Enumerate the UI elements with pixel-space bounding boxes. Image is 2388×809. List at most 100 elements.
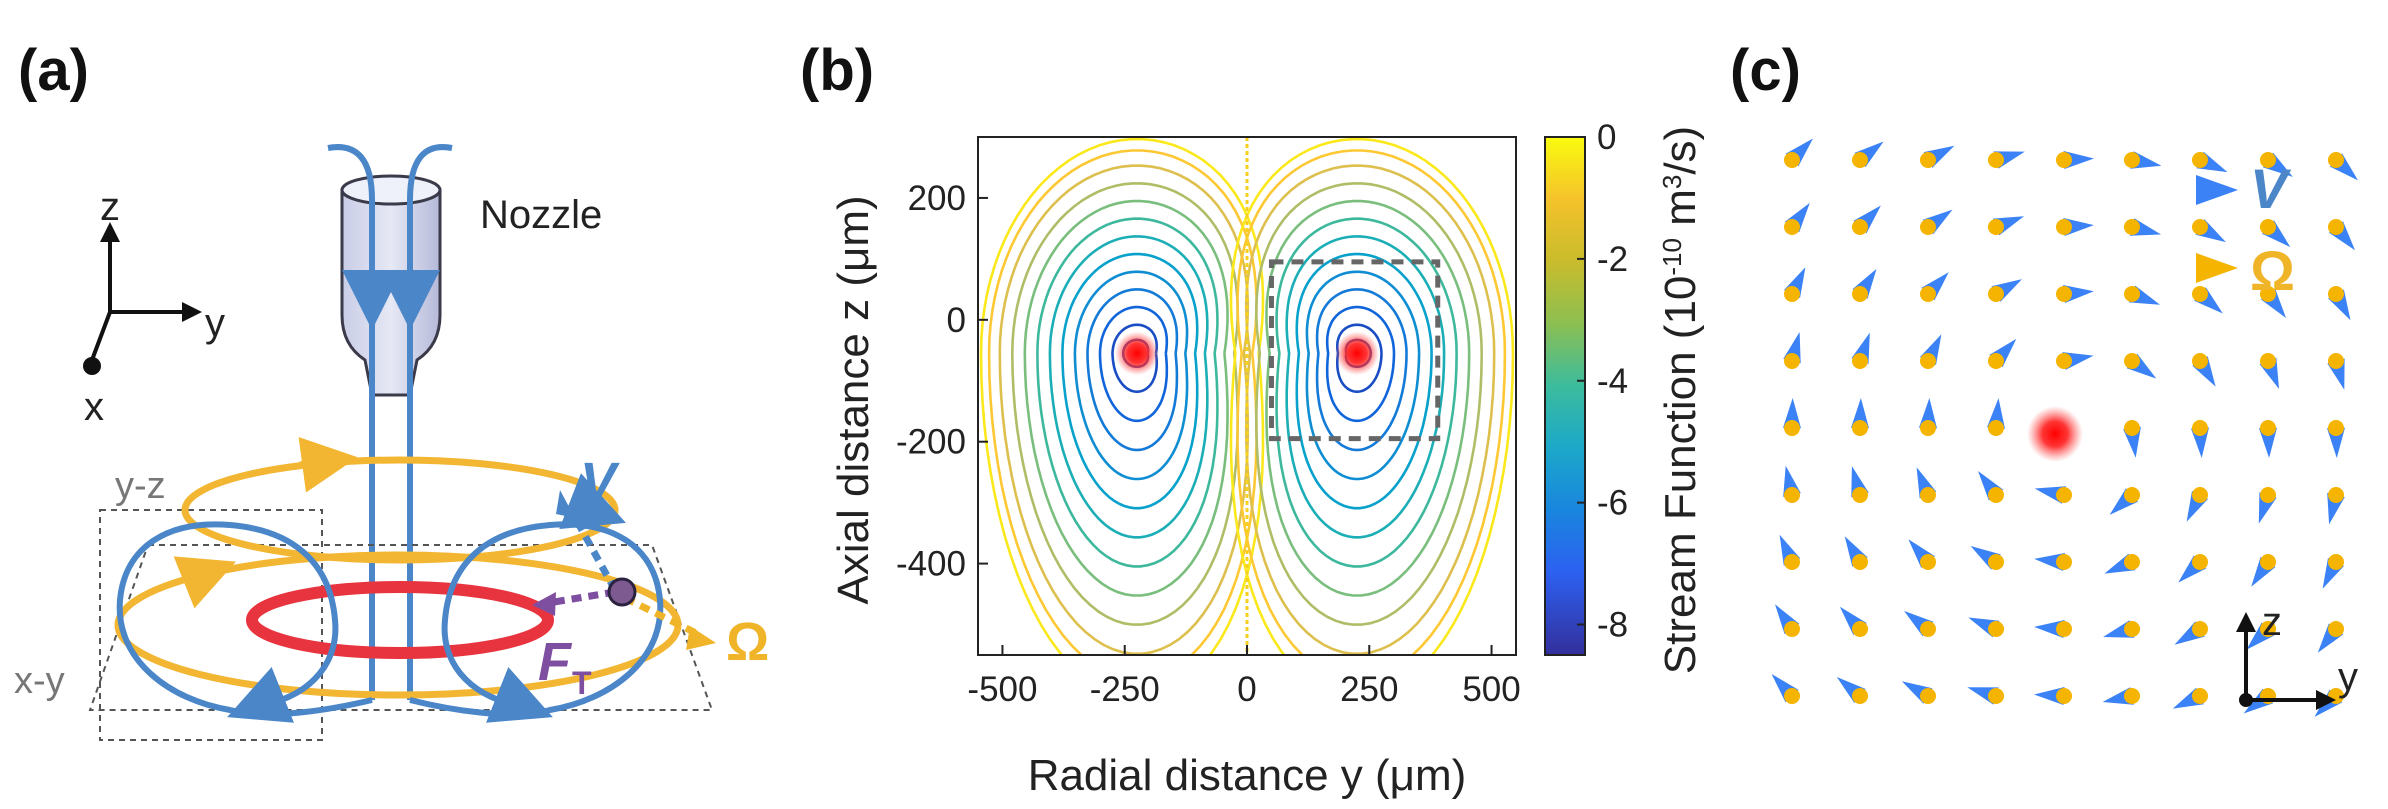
colorbar-label: Stream Function (10-10 m3/s) bbox=[1656, 126, 1705, 674]
plane-yz-label: y-z bbox=[115, 465, 166, 507]
panel-b: (b) -500 -250 0 250 500 200 0 -200 -400 Radial … bbox=[800, 38, 1705, 800]
omega-label: Ω bbox=[726, 612, 769, 672]
y-axis-label: Axial distance z (μm) bbox=[829, 195, 878, 604]
omega-dot bbox=[1784, 621, 1800, 637]
omega-dot bbox=[2124, 420, 2140, 436]
omega-dot bbox=[2260, 286, 2276, 302]
omega-dot bbox=[1920, 286, 1936, 302]
contour-line bbox=[1010, 182, 1240, 626]
omega-dot bbox=[2124, 621, 2140, 637]
omega-dot bbox=[1988, 420, 2004, 436]
colorbar-tick-label: 0 bbox=[1597, 118, 1616, 157]
contour-line bbox=[1254, 182, 1483, 626]
omega-dot bbox=[2260, 152, 2276, 168]
omega-dot bbox=[2124, 353, 2140, 369]
omega-dot bbox=[2124, 152, 2140, 168]
omega-dot bbox=[2192, 554, 2208, 570]
omega-dot bbox=[2260, 621, 2276, 637]
x-tick-label: 250 bbox=[1340, 670, 1398, 709]
omega-dot bbox=[1920, 219, 1936, 235]
colorbar-tick-label: -8 bbox=[1597, 606, 1628, 645]
omega-dot bbox=[1920, 152, 1936, 168]
axis-label-z-c: z bbox=[2262, 600, 2282, 644]
legend-v-arrow bbox=[2196, 175, 2238, 205]
x-ticks: -500 -250 0 250 500 bbox=[967, 645, 1521, 709]
omega-dot bbox=[1920, 487, 1936, 503]
omega-dot bbox=[1852, 487, 1868, 503]
omega-dot bbox=[2328, 286, 2344, 302]
omega-dot bbox=[1852, 420, 1868, 436]
force-label: F bbox=[538, 632, 573, 692]
y-tick-label: 0 bbox=[947, 301, 966, 340]
omega-dot bbox=[2192, 152, 2208, 168]
omega-dot bbox=[2192, 219, 2208, 235]
panel-a-label: (a) bbox=[18, 38, 89, 103]
omega-dot bbox=[1852, 219, 1868, 235]
omega-dot bbox=[1988, 353, 2004, 369]
colorbar-ticks: 0 -2 -4 -6 -8 bbox=[1577, 118, 1628, 645]
contour-line bbox=[1086, 288, 1179, 452]
velocity-arrow bbox=[2063, 151, 2094, 169]
contour-line bbox=[1023, 199, 1229, 597]
omega-dot bbox=[2328, 420, 2344, 436]
axis-label-y: y bbox=[205, 301, 225, 345]
vortex-markers bbox=[1114, 331, 1380, 376]
contour-line bbox=[1275, 217, 1458, 568]
y-ticks: 200 0 -200 -400 bbox=[896, 179, 988, 584]
velocity-arrow bbox=[1851, 398, 1869, 429]
axes-triad-c bbox=[2236, 612, 2336, 710]
omega-dot bbox=[2056, 219, 2072, 235]
contour-plot: -500 -250 0 250 500 200 0 -200 -400 bbox=[896, 136, 1521, 709]
contour-line bbox=[1098, 305, 1169, 423]
contour-line bbox=[1061, 252, 1199, 510]
contour-line bbox=[1244, 164, 1496, 655]
axis-label-y-c: y bbox=[2338, 655, 2358, 699]
y-tick-label: 200 bbox=[908, 179, 966, 218]
velocity-arrow bbox=[1783, 398, 1801, 429]
recirculation-loops bbox=[116, 473, 664, 723]
colorbar-tick-label: -2 bbox=[1597, 240, 1628, 279]
vortex-center-particle bbox=[2027, 406, 2083, 462]
highlight-box bbox=[1268, 259, 1441, 442]
omega-dot bbox=[2056, 688, 2072, 704]
velocity-arrow bbox=[2063, 218, 2094, 236]
omega-dot bbox=[2328, 554, 2344, 570]
contour-line bbox=[1315, 288, 1408, 452]
omega-dot bbox=[2056, 554, 2072, 570]
colorbar: 0 -2 -4 -6 -8 Stream Function (10-10 m3/s) bbox=[1544, 118, 1705, 674]
omega-dot bbox=[1784, 554, 1800, 570]
omega-dot bbox=[1784, 286, 1800, 302]
legend-v-label: V bbox=[2250, 157, 2292, 220]
omega-dot bbox=[2328, 621, 2344, 637]
omega-dot bbox=[1920, 420, 1936, 436]
omega-dot bbox=[1784, 152, 1800, 168]
omega-dot bbox=[2192, 621, 2208, 637]
omega-dot bbox=[2260, 554, 2276, 570]
contour-line bbox=[1229, 137, 1515, 655]
legend-omega-label: Ω bbox=[2250, 239, 2295, 302]
omega-dot bbox=[1920, 554, 1936, 570]
quiver-field bbox=[1771, 138, 2358, 717]
omega-dot bbox=[2192, 688, 2208, 704]
omega-dot bbox=[2328, 152, 2344, 168]
omega-dot bbox=[2192, 487, 2208, 503]
axes-triad-a bbox=[83, 222, 202, 375]
omega-dot bbox=[1852, 286, 1868, 302]
omega-dot bbox=[1852, 688, 1868, 704]
velocity-label: V bbox=[580, 452, 620, 512]
nozzle-label: Nozzle bbox=[480, 193, 602, 237]
omega-dot bbox=[2328, 353, 2344, 369]
contour-line bbox=[979, 137, 1265, 655]
velocity-arrow bbox=[2327, 427, 2345, 458]
omega-dot bbox=[1852, 353, 1868, 369]
contour-line bbox=[1295, 252, 1433, 510]
omega-dot bbox=[1852, 554, 1868, 570]
omega-dot bbox=[2328, 219, 2344, 235]
omega-dot bbox=[2260, 219, 2276, 235]
omega-dot bbox=[1784, 420, 1800, 436]
omega-dot bbox=[1784, 688, 1800, 704]
axis-label-x: x bbox=[84, 385, 104, 429]
omega-dot bbox=[2056, 621, 2072, 637]
contour-line bbox=[998, 164, 1250, 655]
